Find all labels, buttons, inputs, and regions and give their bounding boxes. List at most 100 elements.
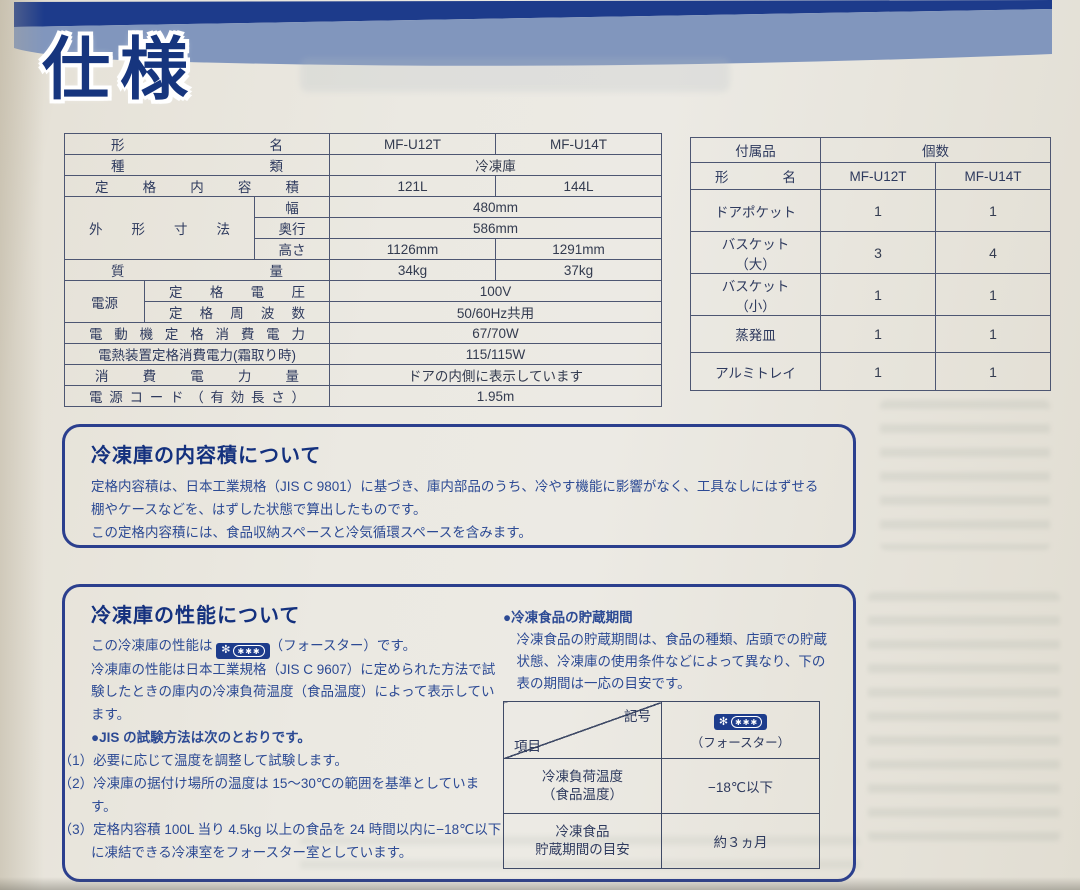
spec-label: 形名 [64, 133, 330, 155]
spec-label: 外形寸法 [64, 196, 255, 260]
table-row: アルミトレイ 1 1 [690, 352, 1051, 391]
jis-method-item: （3）定格内容積 100L 当り 4.5kg 以上の食品を 24 時間以内に−1… [58, 822, 502, 860]
corner-label-item: 項目 [514, 739, 541, 755]
table-row: 付属品 個数 [690, 137, 1051, 163]
accessories-header: 個数 [820, 137, 1051, 163]
table-row: バスケット （大） 3 4 [690, 231, 1051, 274]
accessories-header: 付属品 [690, 137, 821, 163]
storage-table: 記号 項目 ✻ ✱✱✱ （フォースター） 冷凍負荷温度 （食品温度） −18℃以下 … [503, 701, 820, 870]
performance-note-left-column: この冷凍庫の性能は ✻ ✱✱✱ （フォースター）です。 冷凍庫の性能は日本工業規格（… [58, 635, 503, 865]
accessory-qty: 1 [935, 273, 1051, 316]
table-row: 外形寸法 幅 480mm [64, 196, 662, 260]
storage-table-symbol-header: ✻ ✱✱✱ （フォースター） [661, 701, 820, 760]
spec-value: MF-U12T [329, 133, 496, 155]
table-row: 冷凍食品 貯蔵期間の目安 約３ヵ月 [503, 813, 820, 870]
spec-label: 電源コード（有効長さ） [64, 385, 330, 407]
table-row: ドアポケット 1 1 [690, 189, 1051, 232]
spec-value: 1.95m [329, 385, 662, 407]
four-star-mark-icon: ✻ ✱✱✱ [713, 714, 768, 731]
accessory-name: 蒸発皿 [690, 315, 821, 353]
accessory-name: アルミトレイ [690, 352, 821, 391]
spec-value: 37kg [495, 259, 662, 281]
table-row: 質量 34kg 37kg [64, 259, 662, 281]
spec-value: 冷凍庫 [329, 154, 662, 176]
header-band [14, 0, 1052, 66]
accessory-name: バスケット （大） [690, 231, 821, 274]
accessory-qty: 1 [820, 315, 936, 353]
spec-table: 形名 MF-U12T MF-U14T 種類 冷凍庫 定格内容積 121L 144… [64, 133, 662, 407]
table-row: 電源コード（有効長さ） 1.95m [64, 385, 662, 407]
spec-label: 電動機定格消費電力 [64, 322, 330, 344]
spec-label: 質量 [64, 259, 330, 281]
capacity-note-box: 冷凍庫の内容積について 定格内容積は、日本工業規格（JIS C 9801）に基づ… [62, 424, 856, 548]
page-title: 仕様 [42, 32, 199, 108]
spec-value: 144L [495, 175, 662, 197]
accessory-qty: 1 [820, 352, 936, 391]
performance-note-title: 冷凍庫の性能について [91, 605, 301, 627]
accessory-qty: 1 [820, 189, 936, 232]
performance-para: 冷凍庫の性能は日本工業規格（JIS C 9607）に定められた方法で試験したとき… [91, 661, 496, 723]
performance-note-box: 冷凍庫の性能について この冷凍庫の性能は ✻ ✱✱✱ （フォースター）です。 冷凍庫… [58, 584, 856, 882]
spec-sublabel: 定格電圧 [144, 280, 330, 302]
spec-sublabel: 幅 [254, 196, 330, 218]
spec-value: 1126mm [329, 238, 496, 260]
storage-table-corner-cell: 記号 項目 [503, 701, 662, 760]
corner-label-symbol: 記号 [624, 709, 651, 725]
accessory-qty: 1 [935, 352, 1051, 391]
table-row: 電熱装置定格消費電力(霜取り時) 115/115W [64, 343, 662, 365]
accessory-qty: 1 [935, 189, 1051, 232]
spec-value: ドアの内側に表示しています [329, 364, 662, 386]
table-row: 形名 MF-U12T MF-U14T [64, 133, 662, 155]
accessory-qty: 1 [935, 315, 1051, 353]
spec-sublabel: 高さ [254, 238, 330, 260]
table-row: 定格内容積 121L 144L [64, 175, 662, 197]
storage-row-value: 約３ヵ月 [661, 813, 820, 870]
spec-value: 100V [329, 280, 662, 302]
capacity-note-para: この定格内容積には、食品収納スペースと冷気循環スペースを含みます。 [91, 525, 532, 541]
table-row: 電動機定格消費電力 67/70W [64, 322, 662, 344]
table-row: 形名 MF-U12T MF-U14T [690, 162, 1051, 190]
page-bottom-edge-shadow [0, 877, 1080, 890]
ghost-print-bleed [880, 400, 1050, 550]
capacity-note-para: 定格内容積は、日本工業規格（JIS C 9801）に基づき、庫内部品のうち、冷や… [91, 479, 819, 518]
storage-period-para: 冷凍食品の貯蔵期間は、食品の種類、店頭での貯蔵状態、冷凍庫の使用条件などによって… [516, 631, 828, 691]
jis-method-heading: ●JIS の試験方法は次のとおりです。 [91, 730, 311, 746]
symbol-caption: （フォースター） [690, 736, 791, 751]
spec-sublabel: 定格周波数 [144, 301, 330, 323]
spec-label: 電熱装置定格消費電力(霜取り時) [64, 343, 330, 365]
storage-period-heading: ●冷凍食品の貯蔵期間 [503, 610, 633, 625]
spec-value: 50/60Hz共用 [329, 301, 662, 323]
spec-value: 586mm [329, 217, 662, 239]
storage-row-item: 冷凍負荷温度 （食品温度） [503, 758, 662, 815]
accessories-model-label: 形名 [690, 162, 821, 190]
accessory-qty: 1 [820, 273, 936, 316]
accessory-name: バスケット （小） [690, 273, 821, 316]
spec-value: 115/115W [329, 343, 662, 365]
four-star-mark-icon: ✻ ✱✱✱ [216, 642, 270, 659]
table-row: 定格周波数 50/60Hz共用 [65, 301, 662, 323]
accessories-model: MF-U14T [935, 162, 1051, 190]
page-left-edge-shadow [0, 0, 44, 890]
accessories-table: 付属品 個数 形名 MF-U12T MF-U14T ドアポケット 1 1 バスケ… [690, 137, 1051, 391]
accessory-qty: 4 [935, 231, 1051, 274]
spec-value: 1291mm [495, 238, 662, 260]
storage-row-item: 冷凍食品 貯蔵期間の目安 [503, 813, 662, 870]
performance-note-right-column: ●冷凍食品の貯蔵期間 冷凍食品の貯蔵期間は、食品の種類、店頭での貯蔵状態、冷凍庫… [503, 607, 835, 870]
spec-label: 電源 [64, 280, 145, 323]
table-row: 種類 冷凍庫 [64, 154, 662, 176]
spec-value: 121L [329, 175, 496, 197]
spec-label: 定格内容積 [64, 175, 330, 197]
table-row: 蒸発皿 1 1 [690, 315, 1051, 353]
capacity-note-title: 冷凍庫の内容積について [91, 445, 322, 467]
table-row: バスケット （小） 1 1 [690, 273, 1051, 316]
table-row: 冷凍負荷温度 （食品温度） −18℃以下 [503, 758, 820, 815]
spec-value: 34kg [329, 259, 496, 281]
ghost-print-bleed [300, 58, 730, 92]
jis-method-item: （1）必要に応じて温度を調整して試験します。 [58, 753, 348, 769]
spec-label: 消費電力量 [64, 364, 330, 386]
spec-value: 67/70W [329, 322, 662, 344]
performance-intro: この冷凍庫の性能は ✻ ✱✱✱ （フォースター）です。 [91, 635, 503, 659]
accessory-qty: 3 [820, 231, 936, 274]
storage-row-value: −18℃以下 [661, 758, 820, 815]
table-row: 電源 定格電圧 100V [64, 280, 662, 323]
